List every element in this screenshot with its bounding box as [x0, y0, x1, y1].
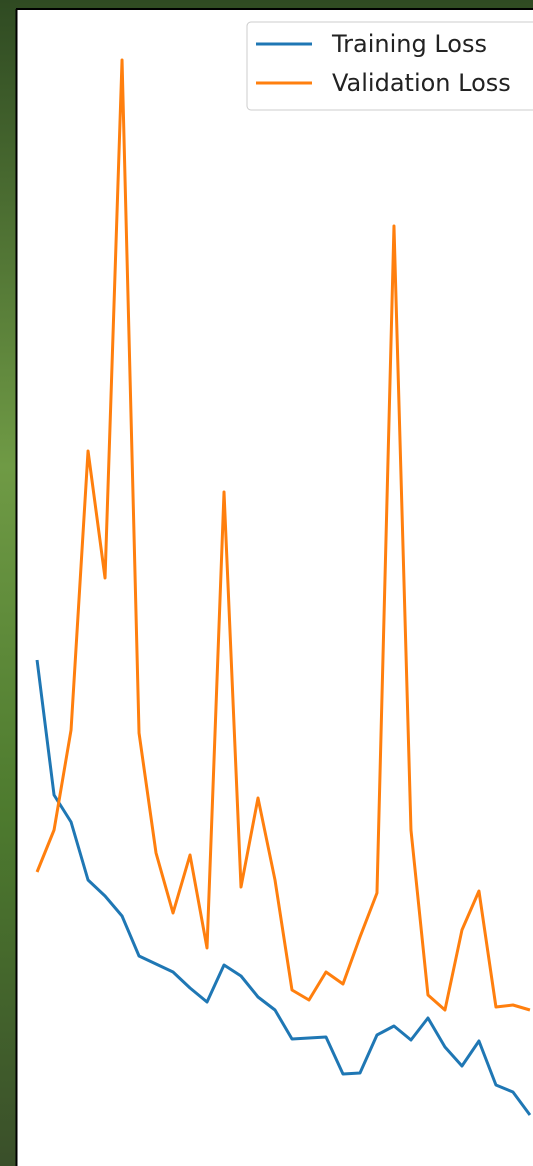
- legend-box: [246, 21, 533, 111]
- legend: Training Loss Validation Loss: [246, 21, 533, 111]
- legend-label: Validation Loss: [332, 69, 511, 97]
- series-group: [35, 58, 532, 1116]
- line-series: [35, 659, 532, 1116]
- line-series: [35, 58, 531, 1012]
- plot-area: [17, 9, 533, 1166]
- legend-label: Training Loss: [331, 30, 487, 58]
